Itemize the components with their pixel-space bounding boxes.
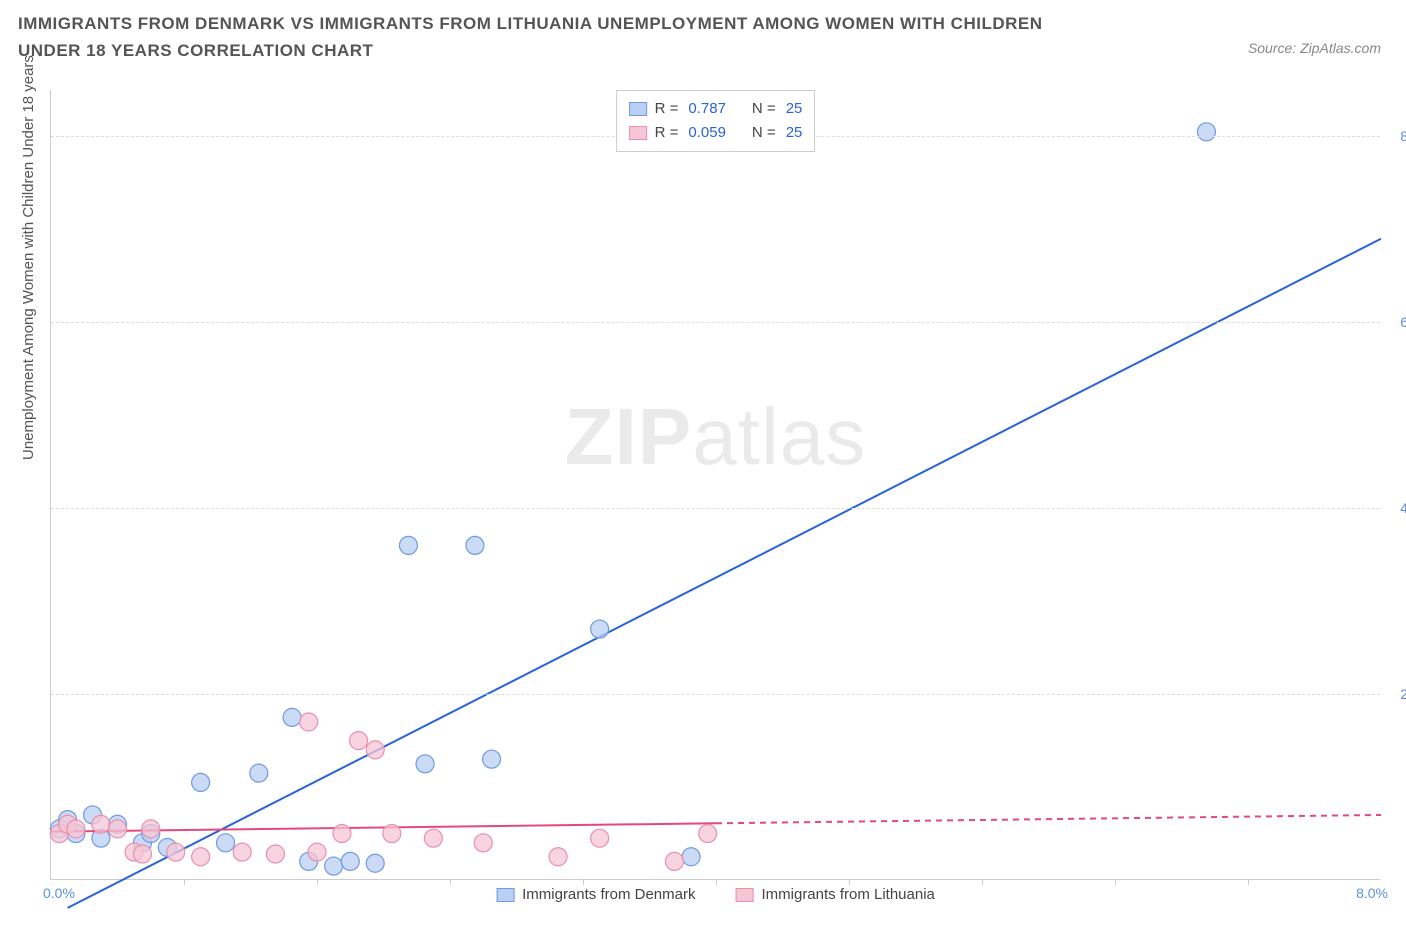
chart-title: IMMIGRANTS FROM DENMARK VS IMMIGRANTS FR… — [18, 10, 1108, 64]
r-label-0: R = — [655, 97, 679, 121]
legend-row-lithuania: R = 0.059 N = 25 — [629, 121, 803, 145]
data-point — [699, 825, 717, 843]
n-value-1: 25 — [786, 121, 803, 145]
data-point — [591, 829, 609, 847]
data-point — [549, 848, 567, 866]
data-point — [283, 708, 301, 726]
data-point — [192, 848, 210, 866]
gridline — [51, 694, 1380, 695]
r-value-0: 0.787 — [688, 97, 726, 121]
data-point — [424, 829, 442, 847]
y-axis-label: Unemployment Among Women with Children U… — [20, 55, 37, 460]
data-point — [682, 848, 700, 866]
trend-line — [68, 239, 1381, 908]
data-point — [416, 755, 434, 773]
swatch-denmark-bottom — [496, 888, 514, 902]
x-minor-tick — [317, 879, 318, 885]
swatch-denmark — [629, 102, 647, 116]
data-point — [665, 852, 683, 870]
data-point — [325, 857, 343, 875]
gridline — [51, 508, 1380, 509]
data-point — [366, 741, 384, 759]
scatter-svg — [51, 90, 1380, 879]
data-point — [350, 732, 368, 750]
legend-item-denmark: Immigrants from Denmark — [496, 886, 695, 903]
legend-label-denmark: Immigrants from Denmark — [522, 886, 695, 903]
x-minor-tick — [450, 879, 451, 885]
y-tick-label: 40.0% — [1400, 500, 1406, 516]
n-label-0: N = — [752, 97, 776, 121]
chart-plot-area: ZIPatlas R = 0.787 N = 25 R = 0.059 N = … — [50, 90, 1380, 880]
x-tick-start: 0.0% — [43, 885, 75, 901]
y-tick-label: 60.0% — [1400, 314, 1406, 330]
data-point — [383, 825, 401, 843]
data-point — [217, 834, 235, 852]
x-minor-tick — [716, 879, 717, 885]
trend-line-dashed — [716, 815, 1381, 823]
data-point — [266, 845, 284, 863]
data-point — [1197, 123, 1215, 141]
x-minor-tick — [1248, 879, 1249, 885]
x-minor-tick — [849, 879, 850, 885]
data-point — [341, 852, 359, 870]
x-minor-tick — [982, 879, 983, 885]
data-point — [399, 536, 417, 554]
r-value-1: 0.059 — [688, 121, 726, 145]
y-tick-label: 20.0% — [1400, 686, 1406, 702]
swatch-lithuania — [629, 126, 647, 140]
x-tick-end: 8.0% — [1356, 885, 1388, 901]
data-point — [308, 843, 326, 861]
data-point — [333, 825, 351, 843]
swatch-lithuania-bottom — [735, 888, 753, 902]
data-point — [67, 820, 85, 838]
source-citation: Source: ZipAtlas.com — [1248, 40, 1381, 56]
data-point — [466, 536, 484, 554]
data-point — [300, 713, 318, 731]
data-point — [366, 854, 384, 872]
n-value-0: 25 — [786, 97, 803, 121]
data-point — [591, 620, 609, 638]
gridline — [51, 322, 1380, 323]
x-minor-tick — [1115, 879, 1116, 885]
data-point — [142, 820, 160, 838]
series-legend: Immigrants from Denmark Immigrants from … — [496, 886, 935, 903]
data-point — [483, 750, 501, 768]
data-point — [250, 764, 268, 782]
x-minor-tick — [583, 879, 584, 885]
data-point — [474, 834, 492, 852]
data-point — [92, 815, 110, 833]
legend-item-lithuania: Immigrants from Lithuania — [735, 886, 934, 903]
legend-row-denmark: R = 0.787 N = 25 — [629, 97, 803, 121]
data-point — [109, 820, 127, 838]
data-point — [167, 843, 185, 861]
r-label-1: R = — [655, 121, 679, 145]
data-point — [233, 843, 251, 861]
n-label-1: N = — [752, 121, 776, 145]
x-minor-tick — [184, 879, 185, 885]
correlation-legend: R = 0.787 N = 25 R = 0.059 N = 25 — [616, 90, 816, 152]
data-point — [192, 773, 210, 791]
y-tick-label: 80.0% — [1400, 128, 1406, 144]
legend-label-lithuania: Immigrants from Lithuania — [761, 886, 934, 903]
data-point — [133, 845, 151, 863]
